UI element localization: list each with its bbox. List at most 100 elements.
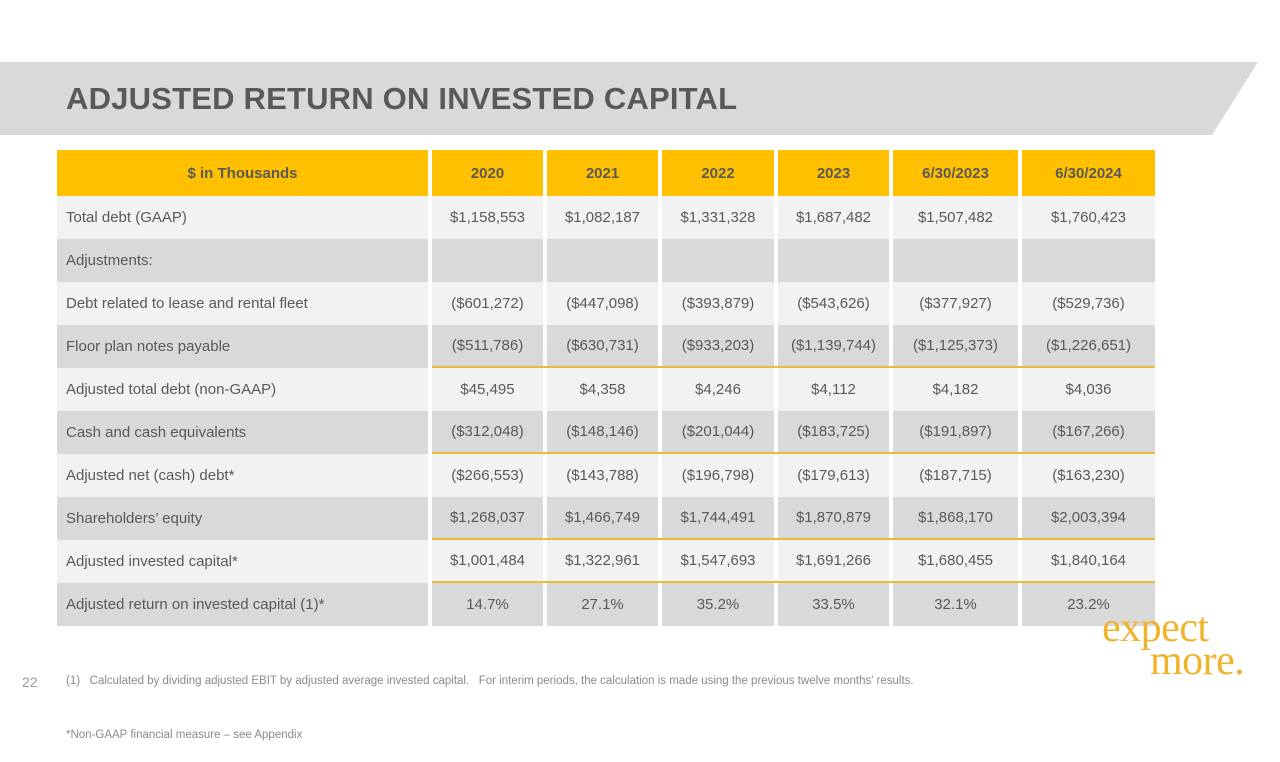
value-cell (662, 239, 774, 282)
title-banner: ADJUSTED RETURN ON INVESTED CAPITAL (0, 62, 1258, 135)
header-cell: 6/30/2023 (893, 150, 1018, 196)
header-values: 2020 2021 2022 2023 6/30/2023 6/30/2024 (432, 150, 1155, 196)
value-cell: 33.5% (778, 583, 889, 626)
row-values: ($266,553) ($143,788) ($196,798) ($179,613)… (432, 454, 1155, 497)
value-cell: $1,547,693 (662, 540, 774, 581)
value-cell: ($1,139,744) (778, 325, 889, 366)
table-row: Shareholders’ equity $1,268,037 $1,466,749… (57, 497, 1155, 540)
row-values (432, 239, 1155, 282)
value-cell: ($143,788) (547, 454, 658, 497)
row-values: $1,001,484 $1,322,961 $1,547,693 $1,691,266… (432, 540, 1155, 583)
value-cell: $1,082,187 (547, 196, 658, 239)
table-header-row: $ in Thousands 2020 2021 2022 2023 6/30/2023 6… (57, 150, 1155, 196)
value-cell: $4,182 (893, 368, 1018, 411)
row-label: Floor plan notes payable (57, 325, 428, 368)
row-label: Cash and cash equivalents (57, 411, 428, 454)
value-cell: $1,840,164 (1022, 540, 1155, 581)
table-row: Adjustments: (57, 239, 1155, 282)
value-cell: $1,331,328 (662, 196, 774, 239)
value-cell: $1,870,879 (778, 497, 889, 538)
row-values: ($312,048) ($148,146) ($201,044) ($183,725)… (432, 411, 1155, 454)
value-cell (893, 239, 1018, 282)
header-cell: 2020 (432, 150, 543, 196)
value-cell: 14.7% (432, 583, 543, 626)
logo-line-1: expect (1102, 605, 1209, 651)
value-cell: ($630,731) (547, 325, 658, 366)
table-row: Total debt (GAAP) $1,158,553 $1,082,187 $1,… (57, 196, 1155, 239)
value-cell (778, 239, 889, 282)
value-cell: ($1,125,373) (893, 325, 1018, 366)
value-cell: ($543,626) (778, 282, 889, 325)
value-cell: $1,691,266 (778, 540, 889, 581)
value-cell: ($511,786) (432, 325, 543, 366)
table-row: Debt related to lease and rental fleet ($… (57, 282, 1155, 325)
value-cell: ($183,725) (778, 411, 889, 452)
value-cell: ($601,272) (432, 282, 543, 325)
slide-title: ADJUSTED RETURN ON INVESTED CAPITAL (66, 80, 738, 116)
value-cell: $1,322,961 (547, 540, 658, 581)
row-label: Adjusted net (cash) debt* (57, 454, 428, 497)
table-row: Adjusted total debt (non-GAAP) $45,495 $4,… (57, 368, 1155, 411)
value-cell: $45,495 (432, 368, 543, 411)
value-cell: ($933,203) (662, 325, 774, 366)
table-row: Adjusted net (cash) debt* ($266,553) ($143… (57, 454, 1155, 497)
row-label: Adjusted return on invested capital (1)* (57, 583, 428, 626)
value-cell: ($312,048) (432, 411, 543, 452)
row-values: $1,158,553 $1,082,187 $1,331,328 $1,687,482… (432, 196, 1155, 239)
value-cell: $1,760,423 (1022, 196, 1155, 239)
row-label: Total debt (GAAP) (57, 196, 428, 239)
value-cell: ($163,230) (1022, 454, 1155, 497)
value-cell: ($167,266) (1022, 411, 1155, 452)
value-cell: $1,687,482 (778, 196, 889, 239)
value-cell: $1,268,037 (432, 497, 543, 538)
header-cell: 6/30/2024 (1022, 150, 1155, 196)
expect-more-logo: expect more. (1102, 605, 1245, 682)
row-label: Adjusted invested capital* (57, 540, 428, 583)
footnote-1: (1) Calculated by dividing adjusted EBIT… (66, 675, 914, 687)
value-cell: $4,036 (1022, 368, 1155, 411)
row-label: Debt related to lease and rental fleet (57, 282, 428, 325)
value-cell: ($266,553) (432, 454, 543, 497)
row-values: ($601,272) ($447,098) ($393,879) ($543,626)… (432, 282, 1155, 325)
value-cell: $4,112 (778, 368, 889, 411)
value-cell: 32.1% (893, 583, 1018, 626)
value-cell: $1,158,553 (432, 196, 543, 239)
header-cell: 2023 (778, 150, 889, 196)
financial-table: $ in Thousands 2020 2021 2022 2023 6/30/2023 6… (57, 150, 1155, 626)
value-cell (432, 239, 543, 282)
value-cell: ($179,613) (778, 454, 889, 497)
table-row: Floor plan notes payable ($511,786) ($630,… (57, 325, 1155, 368)
row-values: 14.7% 27.1% 35.2% 33.5% 32.1% 23.2% (432, 583, 1155, 626)
value-cell: ($393,879) (662, 282, 774, 325)
header-cell: 2022 (662, 150, 774, 196)
value-cell: ($377,927) (893, 282, 1018, 325)
page-number: 22 (22, 674, 38, 690)
row-values: ($511,786) ($630,731) ($933,203) ($1,139,74… (432, 325, 1155, 368)
value-cell: 35.2% (662, 583, 774, 626)
table-row: Adjusted return on invested capital (1)*… (57, 583, 1155, 626)
row-label: Shareholders’ equity (57, 497, 428, 540)
value-cell: $1,680,455 (893, 540, 1018, 581)
value-cell: ($447,098) (547, 282, 658, 325)
value-cell: $4,358 (547, 368, 658, 411)
value-cell: ($187,715) (893, 454, 1018, 497)
row-label: Adjustments: (57, 239, 428, 282)
value-cell: $1,868,170 (893, 497, 1018, 538)
table-row: Adjusted invested capital* $1,001,484 $1,3… (57, 540, 1155, 583)
value-cell (547, 239, 658, 282)
table-row: Cash and cash equivalents ($312,048) ($148… (57, 411, 1155, 454)
value-cell: ($529,736) (1022, 282, 1155, 325)
header-cell-label: $ in Thousands (57, 150, 428, 196)
value-cell: $1,001,484 (432, 540, 543, 581)
value-cell: 27.1% (547, 583, 658, 626)
row-values: $1,268,037 $1,466,749 $1,744,491 $1,870,879… (432, 497, 1155, 540)
value-cell: $2,003,394 (1022, 497, 1155, 538)
value-cell: ($201,044) (662, 411, 774, 452)
value-cell: ($196,798) (662, 454, 774, 497)
value-cell: ($1,226,651) (1022, 325, 1155, 366)
row-values: $45,495 $4,358 $4,246 $4,112 $4,182 $4,036 (432, 368, 1155, 411)
value-cell: ($191,897) (893, 411, 1018, 452)
value-cell: 23.2% (1022, 583, 1155, 626)
footnotes: (1) Calculated by dividing adjusted EBIT… (66, 636, 914, 762)
header-cell: 2021 (547, 150, 658, 196)
